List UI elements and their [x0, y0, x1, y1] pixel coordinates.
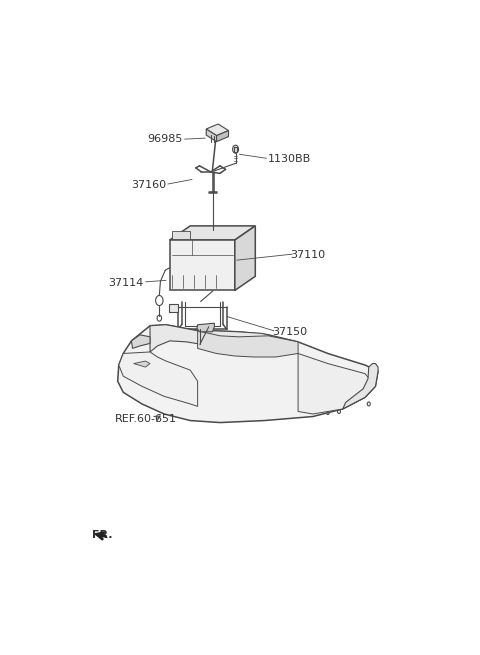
Polygon shape	[198, 331, 298, 357]
Text: 37114: 37114	[108, 278, 144, 288]
Polygon shape	[133, 361, 150, 367]
Text: REF.60-651: REF.60-651	[115, 413, 177, 424]
Polygon shape	[132, 335, 150, 348]
Polygon shape	[216, 130, 228, 141]
Text: 37110: 37110	[290, 250, 326, 260]
Polygon shape	[206, 124, 228, 136]
Polygon shape	[197, 323, 215, 332]
Polygon shape	[170, 240, 235, 290]
Polygon shape	[170, 226, 255, 240]
Circle shape	[233, 145, 239, 153]
Text: 37150: 37150	[272, 327, 307, 337]
Polygon shape	[119, 352, 198, 406]
Bar	[181, 234, 189, 240]
Polygon shape	[169, 304, 178, 312]
Polygon shape	[172, 231, 190, 240]
Text: 96985: 96985	[147, 134, 183, 144]
Text: 1130BB: 1130BB	[268, 155, 312, 164]
Bar	[194, 235, 201, 240]
Bar	[234, 147, 238, 152]
Polygon shape	[150, 325, 268, 352]
Polygon shape	[235, 226, 255, 290]
Bar	[309, 378, 334, 389]
Bar	[309, 396, 328, 405]
Ellipse shape	[216, 384, 231, 397]
Text: 37160: 37160	[131, 179, 166, 189]
Polygon shape	[298, 354, 375, 414]
Ellipse shape	[249, 403, 265, 415]
Polygon shape	[206, 129, 216, 141]
Polygon shape	[343, 364, 378, 409]
Text: FR.: FR.	[92, 530, 112, 540]
Circle shape	[133, 369, 150, 391]
Polygon shape	[118, 325, 378, 422]
